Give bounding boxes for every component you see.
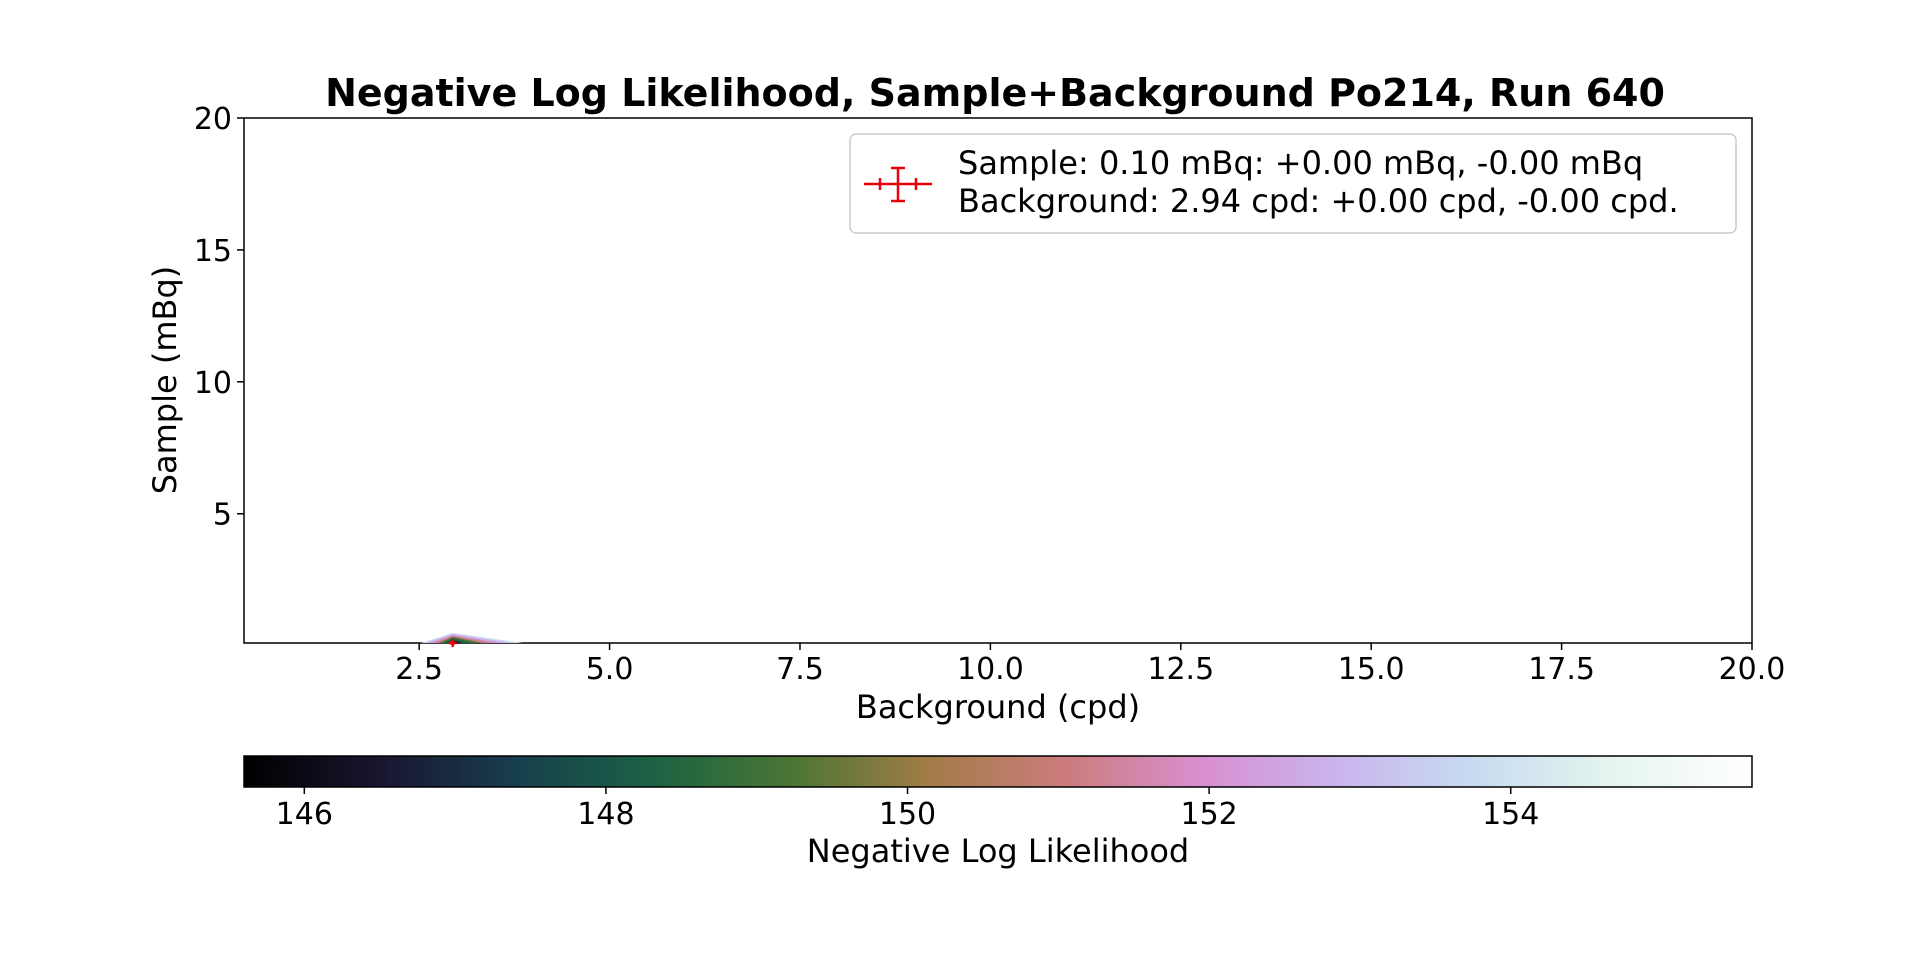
colorbar-gradient [243, 755, 1753, 788]
colorbar-label: Negative Log Likelihood [807, 832, 1189, 870]
x-tick-label: 20.0 [1719, 652, 1786, 687]
colorbar: 146 148 150 152 154 [243, 755, 1753, 832]
best-fit-point [450, 640, 456, 646]
x-tick-label: 12.5 [1147, 652, 1214, 687]
colorbar-tick-label: 152 [1180, 797, 1237, 832]
x-axis-label: Background (cpd) [856, 688, 1140, 726]
x-tick-label: 10.0 [957, 652, 1024, 687]
legend-box [849, 133, 1737, 234]
colorbar-tick-label: 148 [577, 797, 634, 832]
legend: Sample: 0.10 mBq: +0.00 mBq, -0.00 mBq B… [849, 133, 1737, 234]
y-axis-label: Sample (mBq) [146, 266, 184, 495]
colorbar-tick-label: 154 [1482, 797, 1539, 832]
x-tick-label: 15.0 [1338, 652, 1405, 687]
x-tick-label: 7.5 [776, 652, 824, 687]
x-axis-ticks: 2.5 5.0 7.5 10.0 12.5 15.0 17.5 20.0 [395, 643, 1785, 687]
contour-layer [421, 633, 523, 643]
y-tick-label: 5 [213, 498, 232, 533]
colorbar-tick-label: 146 [276, 797, 333, 832]
best-fit-marker [448, 639, 457, 647]
legend-line-sample: Sample: 0.10 mBq: +0.00 mBq, -0.00 mBq [958, 144, 1643, 182]
colorbar-tick-label: 150 [879, 797, 936, 832]
legend-errorbar-icon [864, 166, 932, 203]
colorbar-ticks: 146 148 150 152 154 [276, 787, 1539, 832]
y-tick-label: 15 [194, 234, 232, 269]
y-tick-label: 10 [194, 366, 232, 401]
y-axis-ticks: 5 10 15 20 [194, 102, 244, 533]
x-tick-label: 2.5 [395, 652, 443, 687]
chart-title: Negative Log Likelihood, Sample+Backgrou… [325, 71, 1665, 115]
x-tick-label: 17.5 [1528, 652, 1595, 687]
legend-line-background: Background: 2.94 cpd: +0.00 cpd, -0.00 c… [958, 182, 1679, 220]
y-tick-label: 20 [194, 102, 232, 137]
x-tick-label: 5.0 [586, 652, 634, 687]
